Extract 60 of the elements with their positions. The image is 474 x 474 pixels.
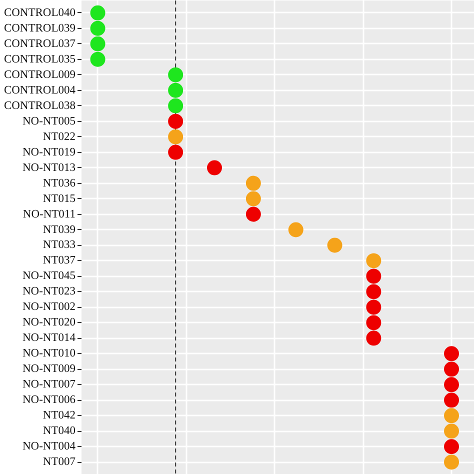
point [246, 191, 261, 206]
y-tick-label: NO-NT023 [22, 286, 76, 298]
point [366, 330, 382, 346]
y-tick-label: CONTROL038 [4, 100, 76, 112]
y-tick-label: NT042 [42, 410, 76, 422]
point [444, 377, 460, 392]
y-tick-label: CONTROL040 [4, 6, 76, 19]
y-tick-label: NT015 [42, 192, 76, 205]
point [444, 424, 460, 439]
point [366, 268, 382, 284]
point [444, 439, 460, 454]
y-tick-label: NO-NT013 [22, 162, 76, 174]
point [288, 222, 304, 238]
point [366, 315, 382, 330]
point [207, 160, 222, 176]
point [168, 114, 184, 129]
y-tick-label: NT033 [42, 239, 76, 252]
point [327, 238, 342, 253]
y-tick-label: NO-NT045 [22, 270, 76, 282]
point [246, 206, 261, 222]
point [168, 67, 184, 82]
point [168, 98, 184, 114]
y-tick-label: NO-NT011 [22, 208, 76, 220]
y-tick-label: NO-NT019 [22, 146, 76, 158]
y-tick-label: CONTROL009 [4, 68, 76, 81]
y-tick-label: NO-NT007 [22, 378, 76, 391]
point [168, 144, 184, 160]
y-tick-label: CONTROL004 [4, 84, 76, 96]
point [246, 176, 261, 191]
y-tick-label: NO-NT006 [22, 394, 76, 406]
point [444, 346, 460, 362]
point [90, 20, 106, 36]
y-tick-label: NO-NT002 [22, 301, 76, 314]
point [90, 36, 106, 52]
y-tick-label: CONTROL035 [4, 53, 76, 66]
y-tick-label: NO-NT004 [22, 440, 76, 453]
y-tick-label: NO-NT020 [22, 316, 76, 329]
y-tick-label: NT036 [42, 177, 76, 190]
point [90, 52, 106, 67]
y-tick-label: NT037 [42, 254, 76, 267]
y-tick-label: NO-NT010 [22, 348, 76, 360]
point [366, 284, 382, 300]
point [444, 454, 460, 470]
point [444, 362, 460, 377]
y-tick-label: NT039 [42, 224, 76, 236]
point [444, 392, 460, 408]
point [444, 408, 460, 424]
y-tick-label: NT007 [42, 456, 76, 468]
y-tick-label: NO-NT014 [22, 332, 76, 344]
point [90, 5, 106, 20]
point [366, 300, 382, 315]
y-tick-label: CONTROL039 [4, 22, 76, 34]
point [366, 253, 382, 268]
y-tick-label: NT040 [42, 425, 76, 438]
point [168, 129, 184, 144]
y-tick-label: NT022 [42, 130, 76, 143]
y-tick-label: NO-NT009 [22, 363, 76, 376]
y-tick-label: CONTROL037 [4, 38, 76, 50]
point [168, 82, 184, 98]
y-tick-label: NO-NT005 [22, 115, 76, 128]
